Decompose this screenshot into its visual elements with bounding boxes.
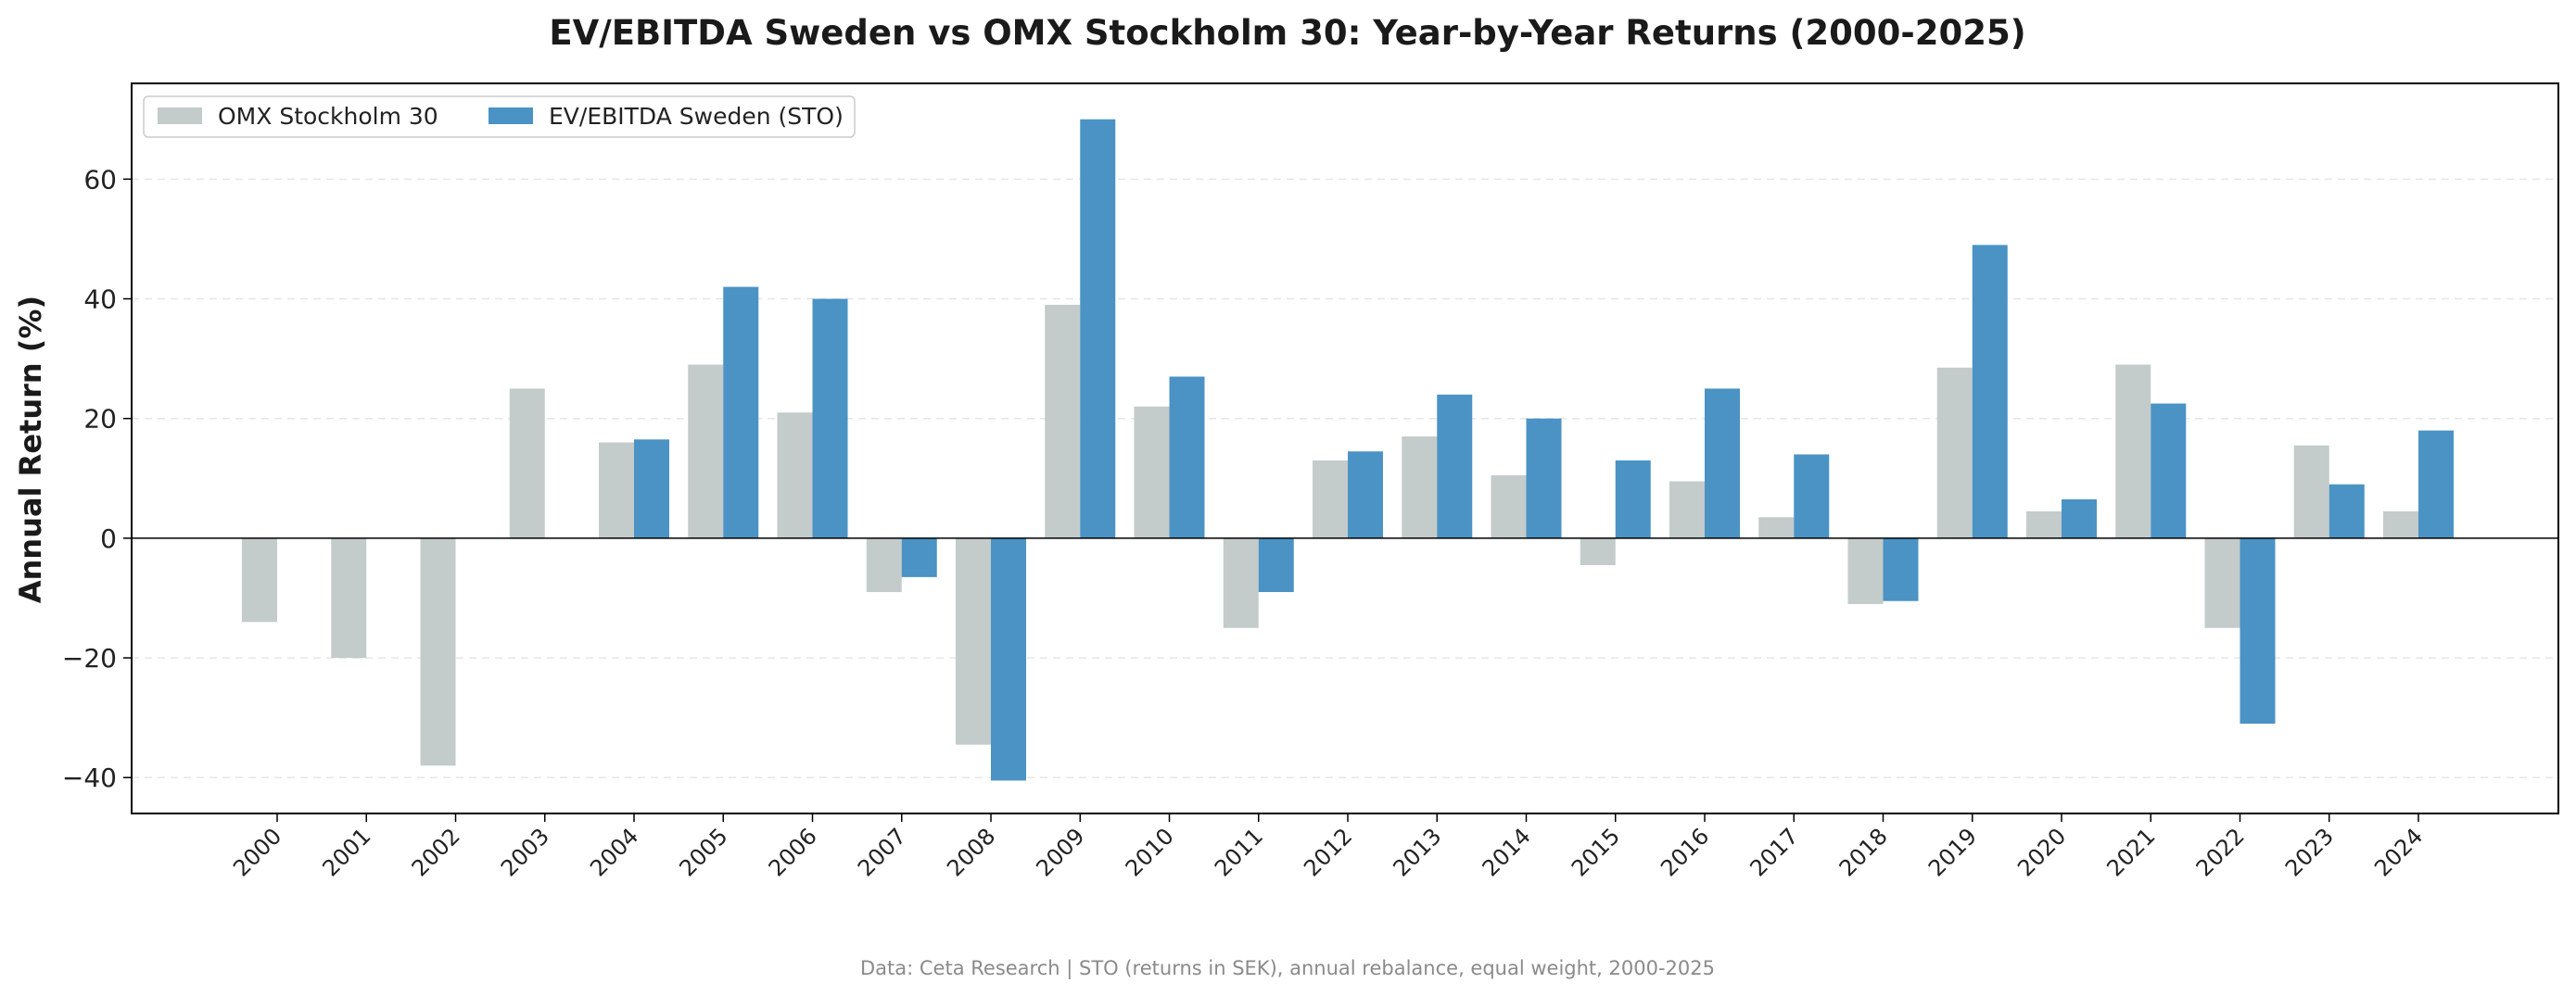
bar-omx-2001 bbox=[331, 537, 367, 659]
bar-omx-2010 bbox=[1134, 406, 1170, 538]
bar-evebitda-2016 bbox=[1705, 388, 1740, 538]
x-tick-label: 2011 bbox=[1210, 823, 1268, 881]
bar-omx-2018 bbox=[1847, 537, 1884, 604]
bar-omx-2009 bbox=[1045, 304, 1081, 538]
bar-omx-2014 bbox=[1491, 475, 1527, 538]
x-tick-label: 2013 bbox=[1389, 823, 1447, 881]
x-tick-label: 2009 bbox=[1032, 823, 1090, 881]
y-tick-label: −20 bbox=[62, 643, 117, 674]
legend-label: EV/EBITDA Sweden (STO) bbox=[549, 103, 844, 130]
chart-title: EV/EBITDA Sweden vs OMX Stockholm 30: Ye… bbox=[549, 13, 2025, 53]
bar-evebitda-2012 bbox=[1348, 451, 1383, 538]
bar-evebitda-2021 bbox=[2151, 403, 2187, 538]
y-tick-label: 0 bbox=[100, 523, 117, 554]
x-tick-label: 2014 bbox=[1478, 823, 1536, 881]
bar-omx-2000 bbox=[242, 537, 277, 623]
x-tick-label: 2016 bbox=[1656, 823, 1714, 881]
x-tick-label: 2018 bbox=[1834, 823, 1893, 881]
bar-evebitda-2015 bbox=[1615, 460, 1651, 538]
y-ticks: −40 −20 0 20 40 60 bbox=[62, 164, 132, 793]
x-tick-label: 2007 bbox=[853, 823, 911, 881]
x-tick-label: 2019 bbox=[1923, 823, 1982, 881]
x-ticks: 2000 2001 2002 2003 2004 2005 2006 2007 2008 2009… bbox=[228, 813, 2428, 881]
bar-omx-2019 bbox=[1936, 367, 1973, 538]
x-tick-label: 2006 bbox=[764, 823, 822, 881]
bar-evebitda-2013 bbox=[1437, 394, 1473, 538]
plot-frame bbox=[131, 82, 2559, 814]
bar-evebitda-2014 bbox=[1526, 418, 1562, 538]
bar-omx-2002 bbox=[420, 537, 456, 766]
x-tick-label: 2003 bbox=[496, 823, 554, 881]
x-tick-label: 2020 bbox=[2012, 823, 2071, 881]
bar-omx-2005 bbox=[688, 364, 724, 538]
x-tick-label: 2023 bbox=[2280, 823, 2339, 881]
bar-evebitda-2024 bbox=[2418, 430, 2454, 538]
legend-label: OMX Stockholm 30 bbox=[218, 103, 438, 130]
bar-omx-2012 bbox=[1313, 460, 1348, 538]
y-axis-label: Annual Return (%) bbox=[13, 296, 48, 603]
bar-evebitda-2017 bbox=[1794, 454, 1830, 538]
bar-omx-2007 bbox=[866, 537, 902, 593]
x-tick-label: 2000 bbox=[228, 823, 286, 881]
x-tick-label: 2005 bbox=[675, 823, 733, 881]
bar-evebitda-2020 bbox=[2062, 498, 2097, 538]
bar-omx-2003 bbox=[509, 388, 545, 538]
bar-omx-2015 bbox=[1580, 537, 1616, 565]
bar-omx-2008 bbox=[956, 537, 991, 745]
bar-omx-2004 bbox=[599, 442, 634, 538]
bar-evebitda-2010 bbox=[1169, 376, 1205, 538]
bar-evebitda-2005 bbox=[723, 286, 759, 538]
bar-omx-2021 bbox=[2115, 364, 2151, 538]
x-tick-label: 2004 bbox=[585, 823, 643, 881]
bar-evebitda-2023 bbox=[2329, 484, 2365, 538]
legend-swatch bbox=[489, 107, 533, 124]
legend-swatch bbox=[158, 107, 202, 124]
bar-evebitda-2006 bbox=[812, 298, 848, 538]
bar-omx-2006 bbox=[777, 412, 813, 538]
bar-evebitda-2011 bbox=[1258, 537, 1294, 593]
x-tick-label: 2001 bbox=[318, 823, 376, 881]
x-tick-label: 2022 bbox=[2191, 823, 2250, 881]
x-tick-label: 2024 bbox=[2369, 823, 2428, 881]
footer-note: Data: Ceta Research | STO (returns in SE… bbox=[860, 957, 1715, 980]
y-tick-label: −40 bbox=[62, 763, 117, 793]
bar-omx-2017 bbox=[1758, 517, 1795, 538]
axes bbox=[131, 82, 2559, 814]
bar-omx-2022 bbox=[2204, 537, 2240, 628]
x-tick-label: 2008 bbox=[942, 823, 1000, 881]
x-tick-label: 2012 bbox=[1299, 823, 1357, 881]
bars bbox=[242, 119, 2454, 781]
x-tick-label: 2002 bbox=[407, 823, 465, 881]
bar-evebitda-2018 bbox=[1883, 537, 1919, 601]
bar-evebitda-2022 bbox=[2240, 537, 2276, 725]
bar-omx-2013 bbox=[1402, 436, 1438, 538]
bar-evebitda-2009 bbox=[1080, 119, 1116, 538]
bar-omx-2011 bbox=[1223, 537, 1259, 628]
bar-omx-2020 bbox=[2026, 511, 2062, 538]
x-tick-label: 2021 bbox=[2102, 823, 2161, 881]
bar-omx-2023 bbox=[2293, 445, 2329, 538]
bar-evebitda-2007 bbox=[901, 537, 937, 577]
y-tick-label: 60 bbox=[83, 164, 117, 195]
legend: OMX Stockholm 30 EV/EBITDA Sweden (STO) bbox=[143, 95, 856, 138]
x-tick-label: 2010 bbox=[1121, 823, 1179, 881]
bar-evebitda-2008 bbox=[991, 537, 1026, 781]
bar-evebitda-2019 bbox=[1972, 245, 2008, 538]
bar-omx-2016 bbox=[1669, 481, 1705, 538]
y-tick-label: 20 bbox=[83, 404, 117, 435]
x-tick-label: 2015 bbox=[1567, 823, 1625, 881]
bar-evebitda-2004 bbox=[634, 439, 669, 538]
bar-omx-2024 bbox=[2383, 511, 2418, 538]
y-tick-label: 40 bbox=[83, 284, 117, 315]
x-tick-label: 2017 bbox=[1745, 823, 1804, 881]
